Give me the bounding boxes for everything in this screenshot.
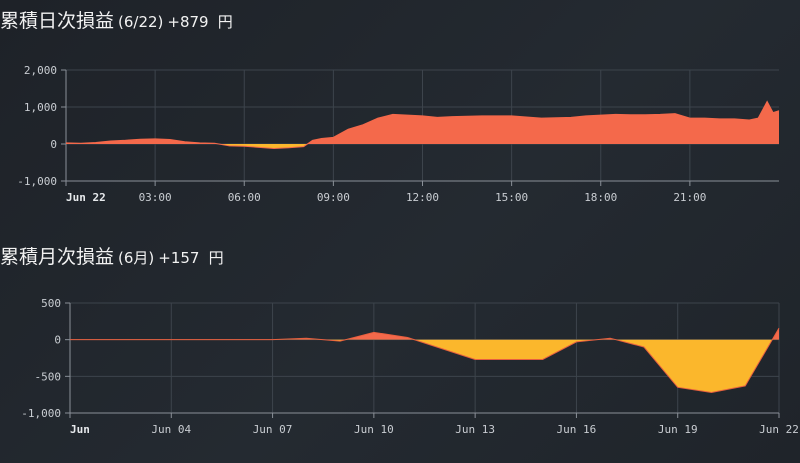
daily-pnl-value: +879	[167, 13, 209, 31]
daily-pnl-header: 累積日次損益 (6/22) +879 円	[0, 6, 233, 33]
daily-pnl-date: (6/22)	[118, 13, 164, 31]
daily-pnl-unit: 円	[217, 13, 233, 31]
monthly-pnl-unit: 円	[208, 249, 224, 267]
daily-series-line	[65, 100, 780, 149]
daily-x-tick-label: Jun 22	[66, 191, 106, 204]
daily-chart: -1,000 0 1,000 2,000 Jun 22 03:00 06:00 09:00 12…	[17, 64, 780, 204]
daily-x-tick-label: 18:00	[584, 191, 617, 204]
daily-positive-area	[66, 101, 779, 144]
daily-negative-area	[66, 144, 779, 149]
daily-x-tick-label: 06:00	[228, 191, 261, 204]
monthly-x-tick-label: Jun	[70, 423, 90, 436]
daily-y-tick-label: -1,000	[17, 175, 57, 188]
monthly-negative-area	[70, 339, 779, 393]
monthly-x-tick-label: Jun 10	[354, 423, 394, 436]
monthly-positive-area	[272, 328, 779, 340]
monthly-chart: -1,000 -500 0 500 Jun Jun 04 Jun 07 Jun 10 Jun 1…	[21, 297, 799, 436]
monthly-pnl-value: +157	[158, 249, 200, 267]
daily-x-tick-label: 09:00	[317, 191, 350, 204]
daily-x-tick-label: 21:00	[673, 191, 706, 204]
monthly-x-tick-label: Jun 07	[253, 423, 293, 436]
daily-y-tick-label: 1,000	[24, 101, 57, 114]
daily-x-tick-label: 03:00	[139, 191, 172, 204]
daily-pnl-title: 累積日次損益	[0, 10, 115, 32]
monthly-pnl-header: 累積月次損益 (6月) +157 円	[0, 242, 224, 269]
monthly-y-tick-label: -1,000	[21, 407, 61, 420]
monthly-x-tick-label: Jun 04	[151, 423, 191, 436]
monthly-pnl-title: 累積月次損益	[0, 246, 115, 268]
daily-y-tick-label: 2,000	[24, 64, 57, 77]
daily-y-tick-label: 0	[50, 138, 57, 151]
monthly-x-tick-label: Jun 13	[455, 423, 495, 436]
monthly-x-tick-label: Jun 19	[658, 423, 698, 436]
daily-x-tick-label: 12:00	[406, 191, 439, 204]
monthly-y-tick-label: 500	[41, 297, 61, 310]
monthly-y-tick-label: -500	[35, 370, 62, 383]
monthly-series-line	[70, 327, 780, 393]
monthly-y-tick-label: 0	[54, 334, 61, 347]
daily-x-tick-label: 15:00	[495, 191, 528, 204]
monthly-pnl-period: (6月)	[118, 249, 155, 267]
monthly-x-tick-label: Jun 16	[557, 423, 597, 436]
monthly-x-tick-label: Jun 22	[759, 423, 799, 436]
